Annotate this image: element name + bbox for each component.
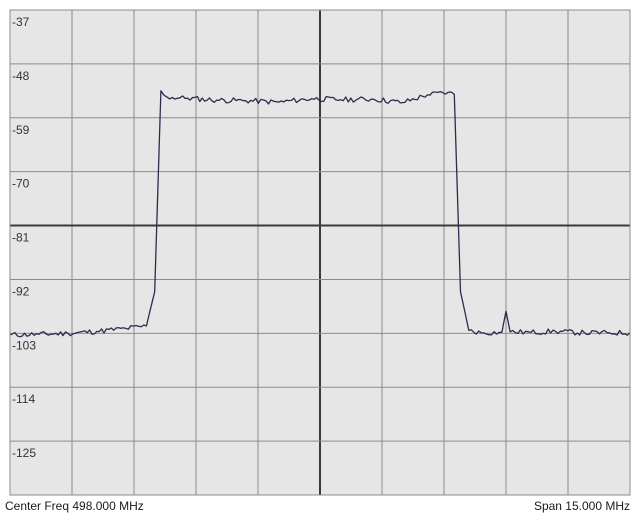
y-tick-label: -70 — [12, 177, 30, 191]
y-tick-label: -92 — [12, 284, 30, 298]
spectrum-chart: -37 -48 -59 -70 -81 -92 -103 -114 -125 — [9, 9, 631, 496]
y-tick-label: -81 — [12, 231, 30, 245]
y-tick-label: -125 — [12, 446, 36, 460]
center-frequency-label: Center Freq 498.000 MHz — [5, 499, 144, 513]
y-tick-label: -48 — [12, 69, 30, 83]
status-bar: Center Freq 498.000 MHz Span 15.000 MHz — [0, 496, 632, 516]
y-tick-label: -103 — [12, 338, 36, 352]
y-tick-label: -114 — [12, 392, 35, 406]
y-tick-label: -37 — [12, 15, 30, 29]
y-tick-label: -59 — [12, 123, 30, 137]
grid — [10, 10, 630, 495]
plot-frame — [9, 9, 631, 496]
span-label: Span 15.000 MHz — [533, 499, 630, 513]
y-tick-labels: -37 -48 -59 -70 -81 -92 -103 -114 -125 — [12, 15, 36, 460]
spectrum-trace — [9, 90, 631, 338]
